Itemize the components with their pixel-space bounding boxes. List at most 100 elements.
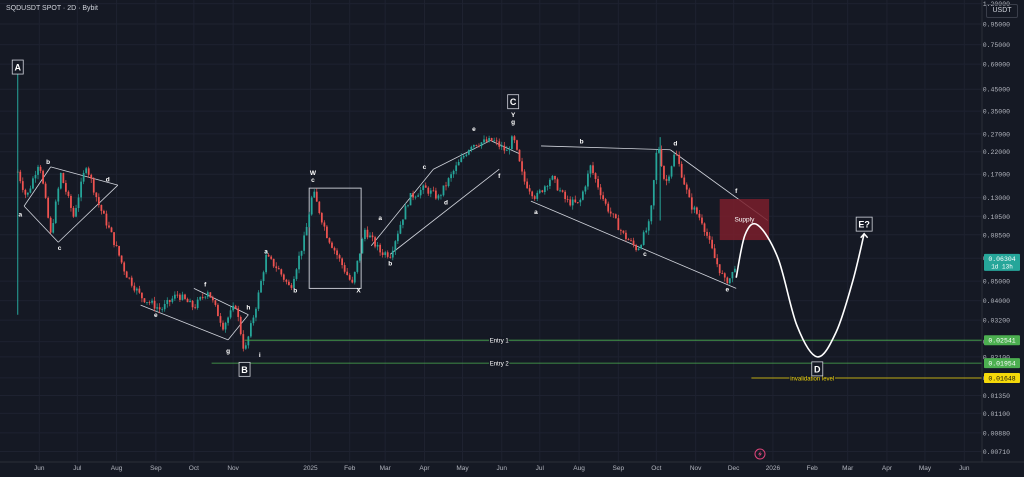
- x-tick-label: Mar: [380, 465, 392, 472]
- candle-up: [305, 226, 308, 236]
- x-tick-label: Sep: [150, 465, 162, 472]
- x-tick-label: Dec: [728, 465, 740, 472]
- candle-up: [151, 300, 153, 303]
- candle-down: [594, 173, 597, 179]
- wave-label: h: [246, 304, 250, 311]
- candle-down: [683, 177, 686, 185]
- y-tick-label: 0.03200: [983, 318, 1010, 325]
- price-axis[interactable]: 1.200000.950000.750000.600000.450000.350…: [983, 1, 1010, 456]
- candle-down: [718, 264, 721, 274]
- candle-up: [265, 254, 267, 273]
- wave-label: i: [259, 352, 261, 359]
- candle-up: [581, 191, 584, 200]
- candle-up: [29, 188, 32, 193]
- candle-down: [412, 193, 414, 198]
- wave-label: d: [106, 177, 110, 184]
- candle-up: [196, 299, 199, 308]
- candle-up: [37, 166, 39, 175]
- candle-up: [655, 152, 658, 181]
- wave-arrow-head: [860, 232, 869, 239]
- major-label: A: [14, 63, 21, 73]
- major-label-box: [811, 361, 824, 377]
- wave-label: e: [472, 126, 476, 133]
- x-tick-label: Sep: [613, 465, 625, 472]
- candle-down: [201, 297, 204, 298]
- candle-down: [526, 181, 528, 189]
- candle-down: [533, 196, 536, 199]
- x-tick-label: Jul: [73, 465, 82, 472]
- x-tick-label: 2026: [766, 465, 781, 472]
- candle-up: [652, 180, 655, 206]
- candle-up: [361, 238, 364, 254]
- candle-down: [675, 154, 678, 156]
- candle-up: [75, 208, 77, 217]
- candle-up: [171, 298, 174, 302]
- candle-up: [224, 322, 227, 330]
- candle-down: [566, 198, 569, 200]
- candle-down: [602, 195, 605, 200]
- candle-up: [457, 161, 460, 166]
- y-tick-label: 0.04000: [983, 298, 1010, 305]
- lightning-icon[interactable]: [754, 448, 766, 460]
- candle-up: [252, 317, 255, 324]
- x-tick-label: Feb: [344, 465, 356, 472]
- candle-up: [673, 154, 675, 167]
- y-tick-label: 0.13000: [983, 195, 1010, 202]
- candle-up: [508, 149, 511, 151]
- y-tick-label: 0.01350: [983, 393, 1010, 400]
- candle-down: [716, 258, 719, 265]
- candle-up: [166, 300, 169, 304]
- candle-down: [614, 214, 617, 219]
- candle-up: [647, 221, 650, 231]
- last-price-text: 0.06304: [988, 256, 1015, 263]
- candle-up: [447, 178, 450, 187]
- candle-up: [82, 172, 85, 182]
- candle-down: [141, 292, 143, 299]
- candle-down: [290, 285, 293, 288]
- candle-down: [90, 174, 93, 179]
- candle-down: [62, 173, 65, 184]
- candle-down: [194, 307, 197, 309]
- candle-down: [389, 256, 392, 258]
- candle-up: [376, 244, 379, 247]
- candle-up: [440, 195, 442, 197]
- candle-up: [399, 224, 402, 234]
- candle-up: [255, 308, 257, 318]
- candle-down: [386, 252, 389, 257]
- candle-down: [569, 199, 572, 206]
- w-box: [308, 187, 362, 289]
- wave-label: a: [534, 209, 538, 216]
- candle-up: [584, 186, 587, 192]
- y-tick-label: 0.95000: [983, 21, 1010, 28]
- candle-down: [153, 300, 156, 309]
- candle-down: [148, 302, 151, 303]
- candle-down: [607, 203, 610, 212]
- level-label: Entry 1: [490, 339, 510, 345]
- candle-down: [184, 294, 186, 299]
- wave-label: d: [444, 199, 448, 206]
- candle-down: [168, 300, 171, 302]
- candle-down: [108, 225, 110, 228]
- level-label: invalidation level: [790, 376, 834, 382]
- candle-up: [559, 190, 561, 192]
- candle-up: [358, 253, 361, 261]
- candle-up: [429, 190, 432, 194]
- candle-down: [72, 207, 75, 217]
- wave-label: g: [226, 348, 230, 355]
- candle-up: [52, 222, 55, 233]
- candle-down: [617, 218, 620, 231]
- candle-up: [310, 197, 313, 215]
- candle-down: [685, 184, 688, 190]
- candle-down: [133, 285, 136, 291]
- candle-down: [564, 191, 567, 199]
- currency-button[interactable]: USDT: [986, 4, 1018, 18]
- candle-down: [219, 316, 222, 323]
- time-axis[interactable]: Jun Jul Aug Sep Oct Nov 2025 Feb Mar Apr May Jun Jul…: [34, 465, 970, 472]
- candle-up: [589, 165, 592, 174]
- candle-up: [135, 288, 138, 291]
- candle-down: [625, 232, 627, 240]
- wave-label: c: [58, 245, 62, 252]
- candle-down: [277, 268, 280, 270]
- candle-up: [505, 150, 508, 151]
